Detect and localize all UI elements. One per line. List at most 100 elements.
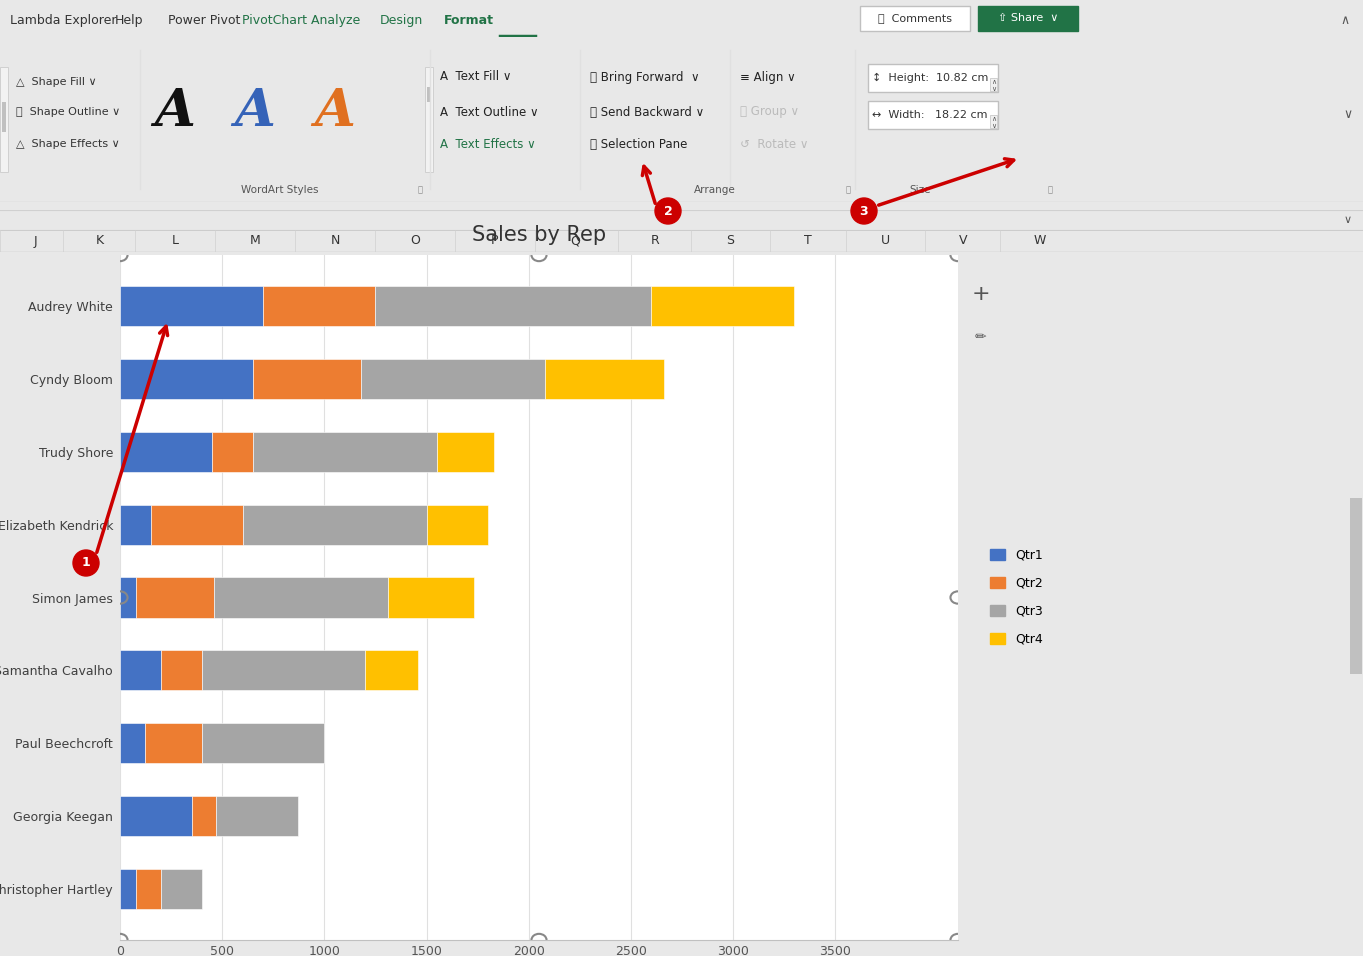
Bar (375, 286, 652, 326)
Bar (979, 6, 1078, 31)
Text: Lambda Explorer: Lambda Explorer (10, 13, 116, 27)
Text: K: K (95, 234, 104, 248)
Text: P: P (491, 234, 499, 248)
Text: +: + (972, 284, 990, 304)
Text: ⬜  Shape Outline ∨: ⬜ Shape Outline ∨ (16, 107, 120, 117)
Text: ⬛ Selection Pane: ⬛ Selection Pane (590, 138, 687, 150)
Bar (120, 796, 192, 836)
Text: WordArt Styles: WordArt Styles (241, 185, 319, 195)
Bar (0, 67, 8, 172)
Bar (545, 358, 664, 399)
Text: N: N (330, 234, 339, 248)
Text: ↺  Rotate ∨: ↺ Rotate ∨ (740, 138, 808, 150)
Text: Design: Design (380, 13, 424, 27)
Bar (254, 358, 361, 399)
Bar (144, 723, 202, 763)
Text: A: A (154, 86, 195, 138)
Bar (427, 505, 488, 545)
Text: T: T (804, 234, 812, 248)
Text: PivotChart Analyze: PivotChart Analyze (243, 13, 360, 27)
Bar (860, 6, 970, 31)
Bar (136, 869, 161, 909)
Bar (214, 577, 387, 618)
Text: ≡ Align ∨: ≡ Align ∨ (740, 71, 796, 83)
Circle shape (74, 550, 99, 576)
Text: ∨: ∨ (991, 123, 996, 129)
Text: ∨: ∨ (1344, 215, 1352, 225)
Text: J: J (33, 234, 37, 248)
Bar (990, 115, 996, 128)
Text: △  Shape Effects ∨: △ Shape Effects ∨ (16, 139, 120, 149)
Text: ⇧ Share  ∨: ⇧ Share ∨ (998, 13, 1058, 23)
Text: 1: 1 (82, 556, 90, 570)
Bar (263, 286, 375, 326)
Text: M: M (249, 234, 260, 248)
Text: 🗨  Comments: 🗨 Comments (878, 13, 951, 23)
Bar (427, 87, 431, 102)
Text: A  Text Effects ∨: A Text Effects ∨ (440, 138, 536, 150)
Bar (120, 286, 263, 326)
Text: ∧: ∧ (991, 116, 996, 122)
Bar (1, 102, 5, 132)
Text: ⬛ Bring Forward  ∨: ⬛ Bring Forward ∨ (590, 71, 699, 83)
Bar (1351, 498, 1362, 674)
Bar (990, 78, 996, 91)
Bar (192, 796, 217, 836)
Text: ↔  Width:   18.22 cm: ↔ Width: 18.22 cm (872, 110, 988, 120)
Text: ∨: ∨ (991, 86, 996, 92)
Text: Q: Q (570, 234, 579, 248)
Text: Help: Help (114, 13, 143, 27)
Text: R: R (650, 234, 660, 248)
Text: W: W (1033, 234, 1047, 248)
Text: ✏: ✏ (975, 330, 987, 344)
Bar (868, 101, 998, 129)
Circle shape (851, 198, 876, 224)
Text: ⬛ Send Backward ∨: ⬛ Send Backward ∨ (590, 105, 705, 119)
Bar (365, 650, 418, 690)
Bar (202, 650, 365, 690)
Text: ⬛: ⬛ (1048, 185, 1052, 194)
Bar (436, 432, 493, 472)
Bar (868, 64, 998, 92)
Text: Arrange: Arrange (694, 185, 736, 195)
Text: △  Shape Fill ∨: △ Shape Fill ∨ (16, 77, 97, 87)
Bar (120, 650, 161, 690)
Circle shape (656, 198, 682, 224)
Text: L: L (172, 234, 179, 248)
Title: Sales by Rep: Sales by Rep (472, 225, 607, 245)
Text: ∨: ∨ (1344, 108, 1352, 121)
Bar (151, 505, 243, 545)
Text: Format: Format (444, 13, 493, 27)
Bar (387, 577, 473, 618)
Bar (202, 723, 324, 763)
Bar (120, 358, 254, 399)
Text: ⬛: ⬛ (845, 185, 851, 194)
Text: U: U (880, 234, 890, 248)
Text: V: V (958, 234, 968, 248)
Bar (120, 723, 144, 763)
Bar (136, 577, 214, 618)
Text: A  Text Fill ∨: A Text Fill ∨ (440, 71, 511, 83)
Text: ⬛: ⬛ (417, 185, 423, 194)
Bar (425, 67, 433, 172)
Bar (243, 505, 427, 545)
Bar (213, 432, 254, 472)
Text: O: O (410, 234, 420, 248)
Legend: Qtr1, Qtr2, Qtr3, Qtr4: Qtr1, Qtr2, Qtr3, Qtr4 (985, 544, 1048, 651)
Bar (652, 286, 795, 326)
Text: S: S (726, 234, 735, 248)
Text: ∧: ∧ (991, 79, 996, 85)
Text: ∧: ∧ (1340, 13, 1349, 27)
Text: 2: 2 (664, 205, 672, 218)
Bar (217, 796, 298, 836)
Text: Size: Size (909, 185, 931, 195)
Bar (361, 358, 545, 399)
Bar (120, 869, 136, 909)
Text: A  Text Outline ∨: A Text Outline ∨ (440, 105, 538, 119)
Text: 3: 3 (860, 205, 868, 218)
Bar (161, 869, 202, 909)
Text: Power Pivot: Power Pivot (168, 13, 240, 27)
Bar (161, 650, 202, 690)
Bar (120, 432, 213, 472)
Bar (120, 505, 151, 545)
